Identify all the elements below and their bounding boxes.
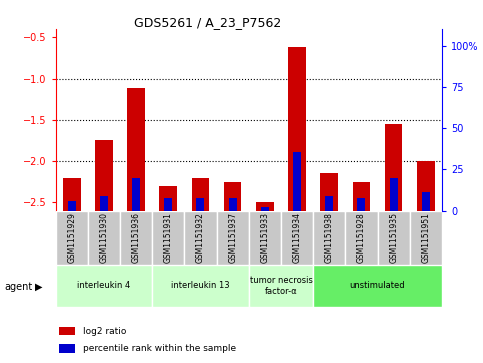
Bar: [313, 265, 442, 307]
Bar: [357, 198, 366, 211]
Bar: [88, 211, 120, 265]
Bar: [56, 211, 88, 265]
Bar: [152, 211, 185, 265]
Text: log2 ratio: log2 ratio: [83, 327, 126, 335]
Bar: [56, 265, 152, 307]
Text: GSM1151935: GSM1151935: [389, 212, 398, 263]
Bar: [63, 178, 81, 211]
Bar: [390, 178, 398, 211]
Text: interleukin 4: interleukin 4: [77, 281, 130, 290]
Bar: [293, 152, 301, 211]
Bar: [192, 178, 209, 211]
Bar: [59, 327, 75, 335]
Text: GSM1151931: GSM1151931: [164, 212, 173, 263]
Bar: [422, 192, 430, 211]
Bar: [197, 198, 204, 211]
Text: agent: agent: [5, 282, 33, 292]
Bar: [127, 89, 145, 211]
Bar: [249, 265, 313, 307]
Text: GDS5261 / A_23_P7562: GDS5261 / A_23_P7562: [134, 16, 281, 29]
Bar: [320, 174, 338, 211]
Text: GSM1151928: GSM1151928: [357, 212, 366, 263]
Bar: [281, 211, 313, 265]
Bar: [59, 344, 75, 353]
Text: unstimulated: unstimulated: [350, 281, 405, 290]
Text: GSM1151930: GSM1151930: [99, 212, 108, 263]
Bar: [132, 178, 140, 211]
Text: GSM1151932: GSM1151932: [196, 212, 205, 263]
Text: GSM1151937: GSM1151937: [228, 212, 237, 263]
Bar: [378, 211, 410, 265]
Bar: [313, 211, 345, 265]
Bar: [224, 182, 242, 211]
Bar: [288, 47, 306, 211]
Text: GSM1151934: GSM1151934: [293, 212, 301, 263]
Bar: [68, 201, 76, 211]
Bar: [228, 198, 237, 211]
Bar: [261, 207, 269, 211]
Bar: [120, 211, 152, 265]
Text: interleukin 13: interleukin 13: [171, 281, 230, 290]
Bar: [353, 182, 370, 211]
Text: ▶: ▶: [35, 282, 43, 292]
Bar: [410, 211, 442, 265]
Text: tumor necrosis
factor-α: tumor necrosis factor-α: [250, 276, 313, 295]
Bar: [152, 265, 249, 307]
Bar: [164, 198, 172, 211]
Bar: [216, 211, 249, 265]
Bar: [256, 202, 274, 211]
Text: GSM1151929: GSM1151929: [67, 212, 76, 263]
Bar: [100, 196, 108, 211]
Text: GSM1151951: GSM1151951: [421, 212, 430, 263]
Text: GSM1151936: GSM1151936: [131, 212, 141, 263]
Bar: [185, 211, 216, 265]
Bar: [249, 211, 281, 265]
Text: GSM1151933: GSM1151933: [260, 212, 270, 263]
Bar: [325, 196, 333, 211]
Bar: [417, 161, 435, 211]
Text: percentile rank within the sample: percentile rank within the sample: [83, 344, 236, 353]
Bar: [159, 186, 177, 211]
Bar: [385, 124, 402, 211]
Bar: [95, 140, 113, 211]
Bar: [345, 211, 378, 265]
Text: GSM1151938: GSM1151938: [325, 212, 334, 263]
